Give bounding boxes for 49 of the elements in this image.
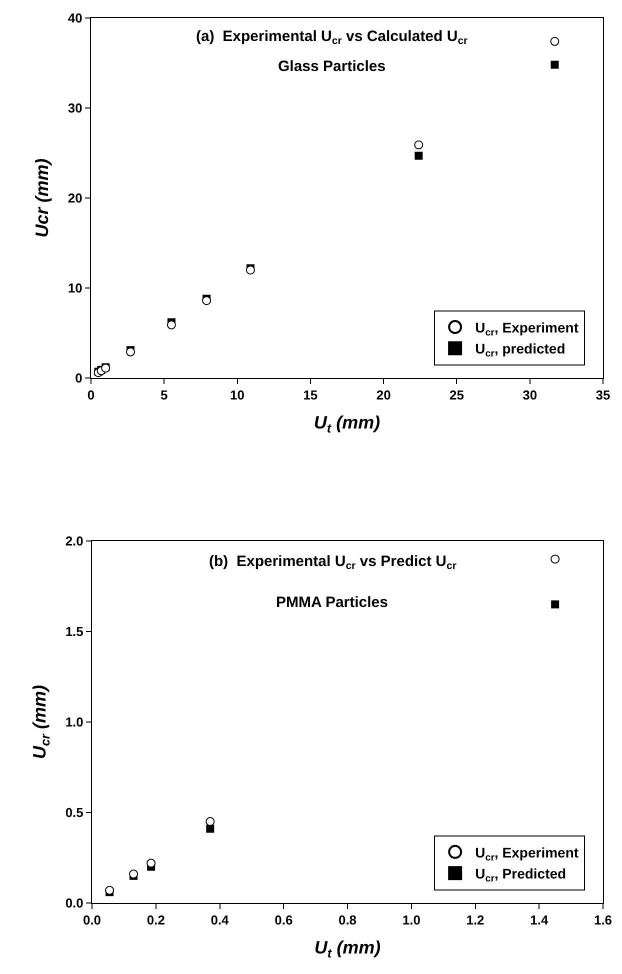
x-axis-title: U$_{t}$ (mm) bbox=[314, 412, 380, 436]
x-tick-label: 25 bbox=[449, 388, 464, 403]
y-tick-label: 10 bbox=[68, 280, 82, 296]
point bbox=[414, 152, 423, 160]
x-tick-label: 0.0 bbox=[82, 912, 102, 928]
text: PMMA Particles bbox=[276, 594, 388, 611]
y-tick-label: 0 bbox=[75, 370, 82, 386]
x-tick-label: 0 bbox=[87, 388, 95, 403]
y-tick-label: 20 bbox=[68, 190, 82, 206]
x-tick-label: 1.2 bbox=[466, 912, 484, 928]
y-tick-label: 0.5 bbox=[65, 805, 84, 820]
y-tick-label: 2.0 bbox=[65, 534, 84, 549]
point bbox=[202, 296, 212, 306]
point bbox=[146, 858, 156, 868]
text: (b) Experimental U$_{cr}$ vs Predict U$_{cr}$ bbox=[209, 553, 456, 572]
point bbox=[550, 36, 560, 46]
y-tick-label: 30 bbox=[68, 100, 82, 116]
x-tick-label: 5 bbox=[160, 388, 168, 403]
legend-label: U$_{cr}$, Experiment bbox=[475, 319, 579, 338]
x-tick-label: 0.6 bbox=[274, 912, 293, 928]
x-tick-label: 30 bbox=[522, 388, 538, 403]
x-tick-label: 20 bbox=[376, 388, 391, 403]
x-tick-label: 1.0 bbox=[402, 912, 420, 928]
y-tick-label: 0.0 bbox=[65, 896, 84, 911]
point bbox=[105, 886, 114, 895]
point bbox=[166, 320, 176, 330]
point bbox=[550, 60, 559, 69]
x-tick-label: 35 bbox=[596, 388, 610, 403]
y-tick-label: 40 bbox=[68, 10, 82, 26]
y-tick-label: 1.5 bbox=[65, 624, 84, 640]
point bbox=[551, 600, 560, 608]
y-axis-title: Ucr (mm) bbox=[32, 158, 52, 238]
legend-label: U$_{cr}$, predicted bbox=[475, 340, 566, 360]
point bbox=[414, 140, 424, 150]
y-tick-label: 1.0 bbox=[65, 714, 84, 730]
x-tick-label: 0.2 bbox=[146, 912, 165, 928]
x-tick-label: 0.4 bbox=[210, 912, 230, 928]
legend-label: U$_{cr}$, Experiment bbox=[475, 844, 579, 864]
text: Glass Particles bbox=[278, 58, 386, 75]
text: (a) Experimental U$_{cr}$ vs Calculated U$_{cr}$ bbox=[196, 28, 468, 48]
legend-label: U$_{cr}$, Predicted bbox=[475, 866, 566, 885]
x-tick-label: 15 bbox=[303, 388, 318, 403]
x-tick-label: 10 bbox=[230, 388, 245, 403]
x-tick-label: 1.4 bbox=[530, 912, 549, 928]
x-axis-title: U$_{t}$ (mm) bbox=[314, 938, 381, 960]
x-tick-label: 1.6 bbox=[594, 912, 612, 928]
point bbox=[206, 824, 214, 833]
x-tick-label: 0.8 bbox=[338, 912, 357, 928]
point bbox=[550, 554, 560, 564]
